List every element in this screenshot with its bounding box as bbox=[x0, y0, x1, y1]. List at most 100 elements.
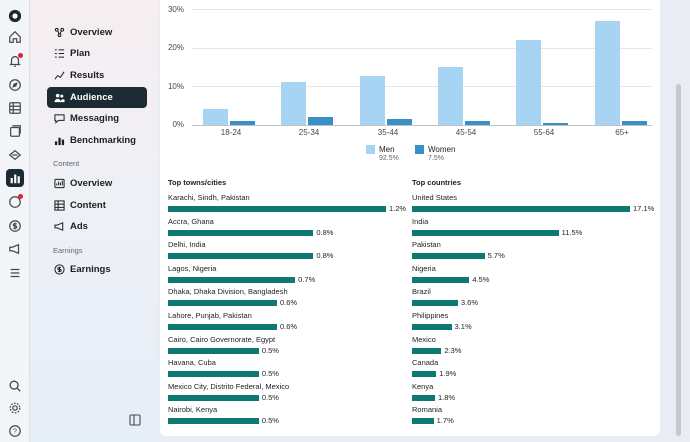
nav-item-earnings[interactable]: Earnings bbox=[47, 259, 147, 280]
countries-row-pct: 1.7% bbox=[436, 416, 454, 426]
inbox-icon[interactable] bbox=[6, 193, 24, 211]
nav-item-audience[interactable]: Audience bbox=[47, 87, 147, 108]
nav-label: Messaging bbox=[70, 113, 120, 124]
notifications-icon[interactable] bbox=[6, 52, 24, 70]
towns-row-label: Havana, Cuba bbox=[168, 358, 216, 368]
gridline bbox=[192, 48, 652, 49]
bar-men-35-44[interactable] bbox=[359, 75, 385, 125]
table-icon[interactable] bbox=[6, 99, 24, 117]
search-icon[interactable] bbox=[6, 377, 24, 395]
x-tick: 25-34 bbox=[298, 128, 320, 137]
towns-row-bar bbox=[168, 347, 259, 354]
bar-women-35-44[interactable] bbox=[386, 118, 412, 125]
towns-row-pct: 0.6% bbox=[280, 322, 298, 331]
help-icon[interactable]: ? bbox=[6, 422, 24, 440]
towns-row-label: Lagos, Nigeria bbox=[168, 263, 217, 273]
main-panel: 30% 20% 10% 0% 18-24 25-34 35-44 45-54 5… bbox=[160, 0, 660, 436]
megaphone-icon[interactable] bbox=[6, 240, 24, 258]
towns-row-bar bbox=[168, 206, 386, 212]
nav-label: Earnings bbox=[70, 264, 111, 275]
countries-row-bar bbox=[412, 229, 559, 236]
bar-men-65+[interactable] bbox=[594, 20, 620, 125]
scrollbar[interactable] bbox=[676, 84, 681, 436]
countries-row-pct: 17.1% bbox=[633, 204, 655, 213]
messaging-icon bbox=[53, 113, 65, 125]
home-icon[interactable] bbox=[6, 28, 24, 46]
x-axis bbox=[192, 125, 652, 126]
content-section-heading: Content bbox=[53, 159, 80, 168]
y-tick: 0% bbox=[172, 120, 184, 129]
content-overview-icon bbox=[53, 178, 65, 190]
countries-row-bar bbox=[412, 253, 485, 260]
content-grid-icon bbox=[53, 200, 65, 212]
nav-label: Overview bbox=[70, 27, 113, 38]
towns-row-label: Cairo, Cairo Governorate, Egypt bbox=[168, 334, 276, 344]
results-icon bbox=[53, 70, 65, 82]
countries-row-pct: 1.9% bbox=[439, 369, 457, 379]
nav-item-results[interactable]: Results bbox=[47, 65, 147, 86]
towns-row-label: Delhi, India bbox=[168, 240, 206, 250]
towns-row-bar bbox=[168, 324, 277, 330]
bar-women-45-54[interactable] bbox=[465, 120, 491, 125]
overview-icon bbox=[53, 27, 65, 39]
menu-icon[interactable] bbox=[6, 264, 24, 282]
countries-row-label: Philippines bbox=[412, 311, 449, 320]
audience-icon bbox=[53, 92, 65, 104]
nav-item-overview[interactable]: Overview bbox=[47, 22, 147, 43]
towns-row-label: Accra, Ghana bbox=[168, 216, 214, 226]
nav-label: Benchmarking bbox=[70, 135, 136, 146]
monetization-icon[interactable] bbox=[6, 217, 24, 235]
nav-item-content-overview[interactable]: Overview bbox=[47, 173, 147, 194]
towns-row-label: Dhaka, Dhaka Division, Bangladesh bbox=[168, 287, 288, 297]
countries-row-bar bbox=[412, 300, 458, 307]
towns-row-label: Mexico City, Distrito Federal, Mexico bbox=[168, 381, 290, 391]
towns-row-pct: 0.5% bbox=[261, 416, 279, 426]
compass-icon[interactable] bbox=[6, 76, 24, 94]
countries-row-bar bbox=[412, 418, 434, 425]
ads-manager-icon[interactable] bbox=[6, 146, 24, 164]
towns-row-bar bbox=[168, 276, 296, 283]
countries-row-pct: 11.5% bbox=[561, 227, 583, 237]
countries-row-pct: 1.8% bbox=[437, 392, 456, 402]
towns-row-bar bbox=[168, 394, 259, 401]
nav-item-ads[interactable]: Ads bbox=[47, 216, 147, 237]
nav-item-benchmarking[interactable]: Benchmarking bbox=[47, 130, 147, 151]
bar-men-55-64[interactable] bbox=[516, 39, 542, 125]
countries-row-pct: 4.5% bbox=[472, 274, 490, 284]
insights-icon[interactable] bbox=[6, 169, 24, 187]
settings-gear-icon[interactable] bbox=[6, 399, 24, 417]
towns-row-label: Karachi, Sindh, Pakistan bbox=[168, 193, 250, 202]
bar-women-65+[interactable] bbox=[621, 121, 647, 125]
towns-row-bar bbox=[168, 371, 259, 378]
countries-row-bar bbox=[412, 276, 470, 283]
y-tick: 30% bbox=[167, 5, 184, 14]
x-tick: 55-64 bbox=[533, 128, 555, 137]
collapse-sidebar-icon[interactable] bbox=[129, 413, 141, 426]
towns-row-bar bbox=[168, 253, 314, 260]
legend-women-label: Women bbox=[428, 145, 456, 154]
bar-men-25-34[interactable] bbox=[281, 82, 307, 125]
bar-men-45-54[interactable] bbox=[438, 67, 464, 125]
nav-label: Content bbox=[70, 200, 106, 211]
earnings-section-heading: Earnings bbox=[53, 246, 83, 255]
towns-row-pct: 0.5% bbox=[261, 392, 279, 402]
bar-women-18-24[interactable] bbox=[230, 121, 256, 125]
bar-women-55-64[interactable] bbox=[543, 122, 569, 125]
nav-item-content[interactable]: Content bbox=[47, 195, 147, 216]
y-tick: 20% bbox=[167, 43, 184, 52]
towns-row-bar bbox=[168, 229, 314, 236]
legend-men-label: Men bbox=[379, 145, 395, 154]
bar-women-25-34[interactable] bbox=[308, 117, 334, 125]
top-countries-title: Top countries bbox=[412, 178, 462, 187]
nav-item-messaging[interactable]: Messaging bbox=[47, 108, 147, 129]
nav-item-plan[interactable]: Plan bbox=[47, 43, 147, 64]
inbox-badge bbox=[18, 194, 23, 199]
bar-men-18-24[interactable] bbox=[203, 108, 229, 125]
gridline bbox=[192, 9, 652, 10]
legend-women-pct: 7.5% bbox=[428, 155, 444, 162]
countries-row-label: Mexico bbox=[412, 334, 436, 344]
meta-logo-icon[interactable] bbox=[6, 7, 24, 25]
countries-row-bar bbox=[412, 371, 437, 378]
countries-row-bar bbox=[412, 347, 442, 354]
pages-icon[interactable] bbox=[6, 122, 24, 140]
